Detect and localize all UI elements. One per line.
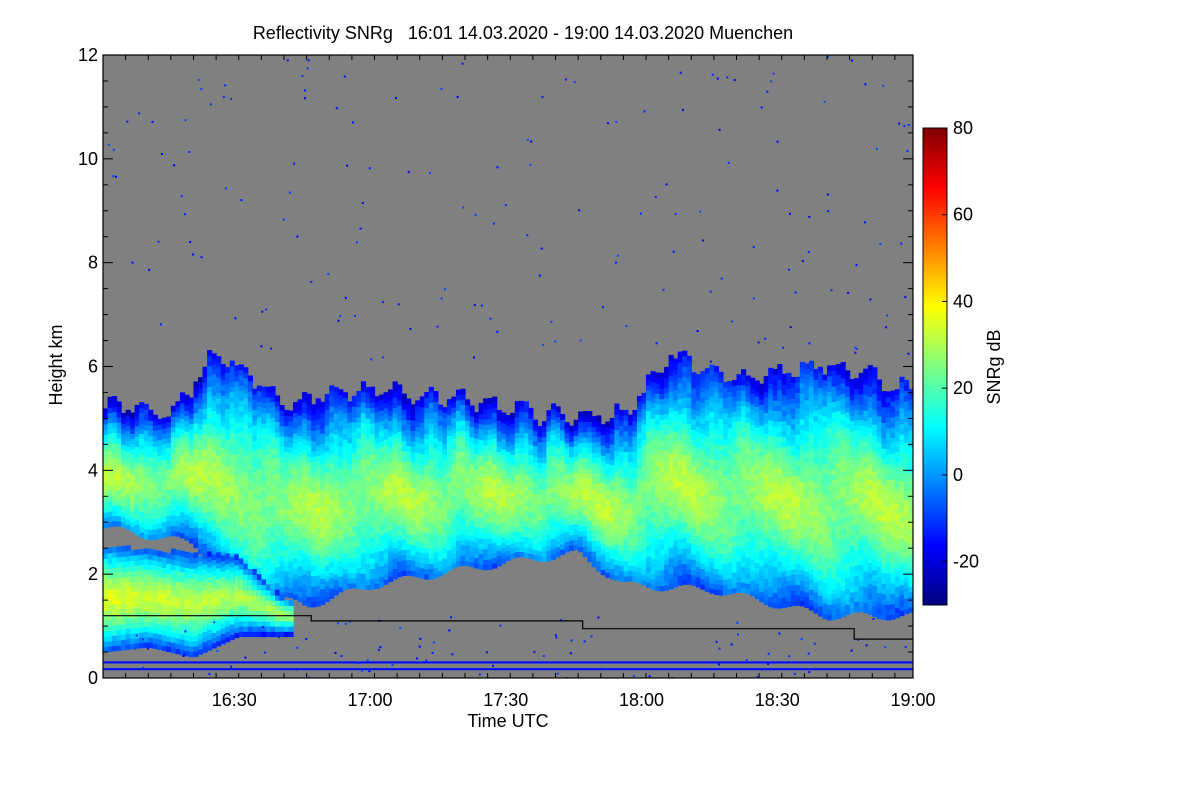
- cloud-base-line: [103, 615, 913, 640]
- y-axis: 0 2 4 6 8 10 12: [78, 45, 913, 688]
- x-tick-label: 16:30: [212, 690, 257, 710]
- colorbar-tick-label: 80: [953, 118, 973, 138]
- reflectivity-field: [103, 56, 913, 678]
- colorbar-tick-label: 0: [953, 465, 963, 485]
- y-tick-label: 12: [78, 45, 98, 65]
- colorbar: [922, 127, 948, 606]
- x-axis-label: Time UTC: [467, 711, 548, 731]
- x-tick-label: 17:00: [347, 690, 392, 710]
- colorbar-label: SNRg dB: [984, 329, 1004, 404]
- colorbar-tick-label: 40: [953, 291, 973, 311]
- colorbar-axis: -20 0 20 40 60 80: [942, 118, 979, 572]
- colorbar-tick-label: 60: [953, 205, 973, 225]
- colorbar-tick-label: -20: [953, 552, 979, 572]
- plot-area: [102, 54, 914, 679]
- colorbar-tick-label: 20: [953, 378, 973, 398]
- y-tick-label: 0: [88, 668, 98, 688]
- chart-title: Reflectivity SNRg 16:01 14.03.2020 - 19:…: [253, 23, 793, 43]
- y-tick-label: 2: [88, 564, 98, 584]
- y-tick-label: 6: [88, 357, 98, 377]
- x-tick-label: 18:00: [619, 690, 664, 710]
- colorbar-gradient: [922, 127, 948, 606]
- y-tick-label: 10: [78, 149, 98, 169]
- x-tick-label: 18:30: [755, 690, 800, 710]
- x-tick-label: 17:30: [483, 690, 528, 710]
- y-axis-label: Height km: [46, 324, 66, 405]
- x-axis: 16:30 17:00 17:30 18:00 18:30 19:00: [102, 55, 936, 710]
- y-tick-label: 4: [88, 460, 98, 480]
- x-tick-label: 19:00: [890, 690, 935, 710]
- y-tick-label: 8: [88, 253, 98, 273]
